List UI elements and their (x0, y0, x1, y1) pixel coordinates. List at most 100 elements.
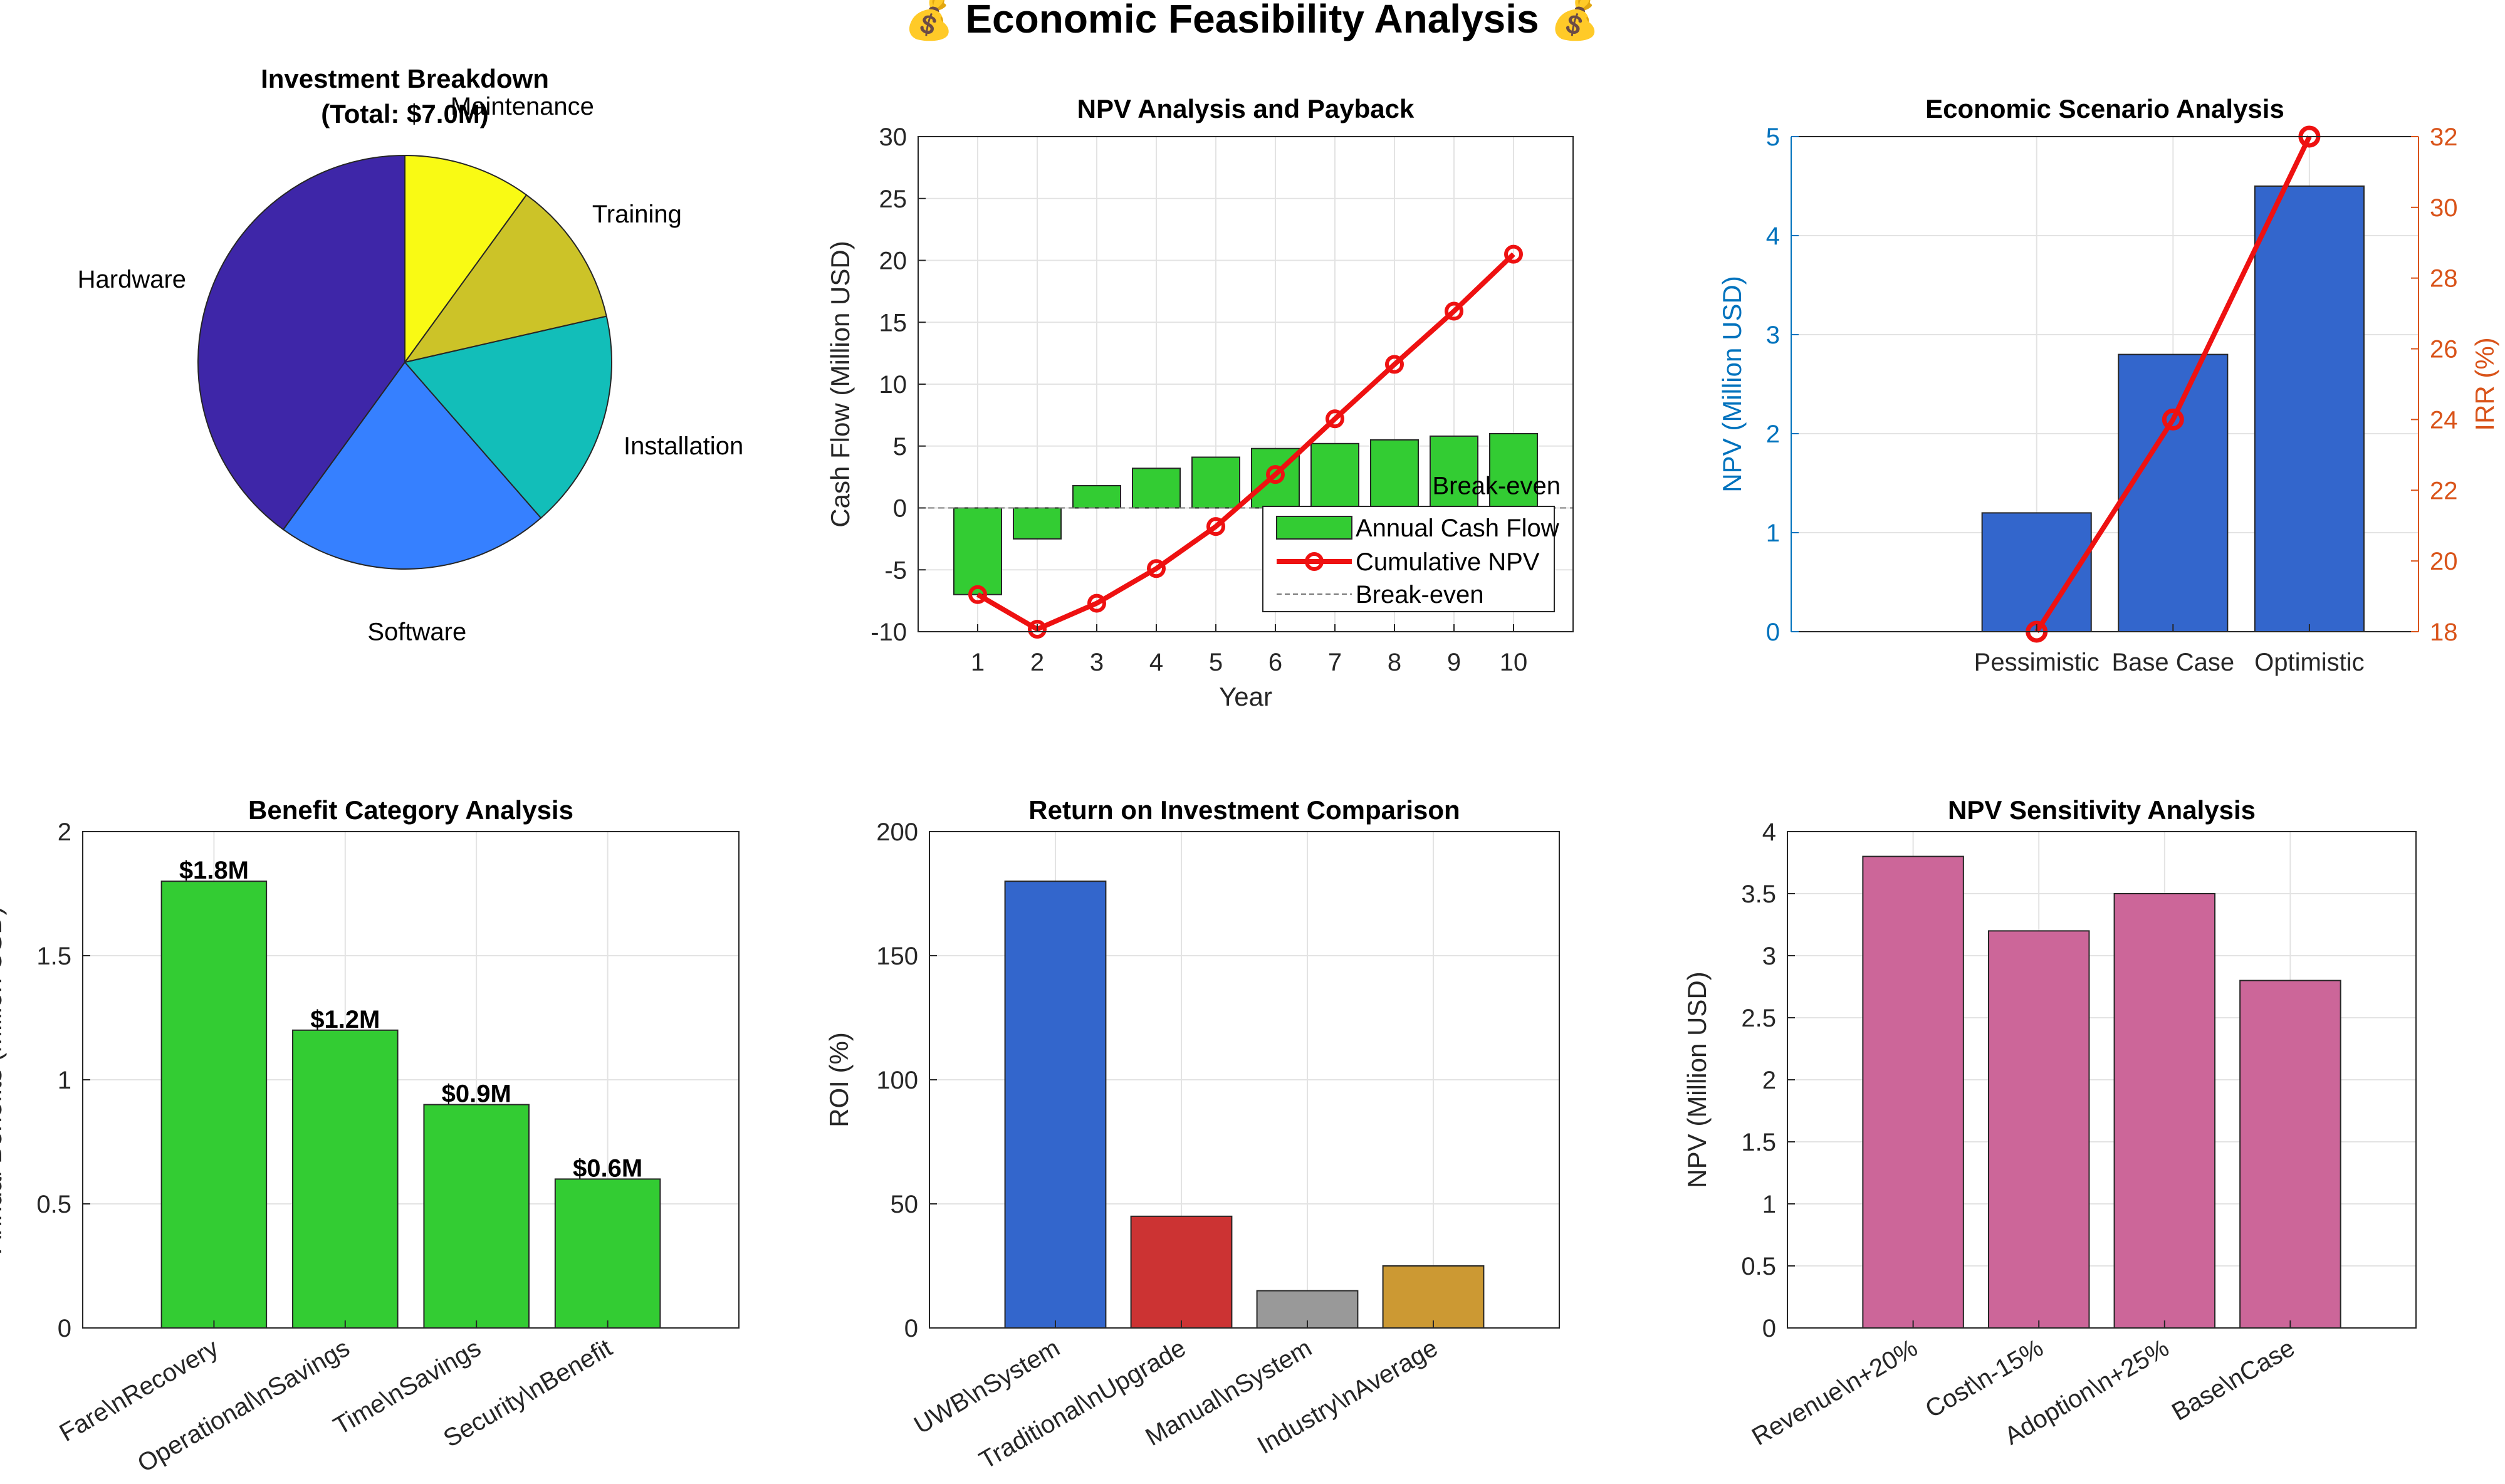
npv-xtick-label-2: 3 (1090, 649, 1104, 676)
sensitivity-ytick-label-6: 3 (1762, 943, 1776, 970)
npv-ytick-label-0: -10 (871, 619, 907, 646)
scenario-bar-1 (2118, 353, 2229, 632)
figure-title: 💰 Economic Feasibility Analysis 💰 (904, 0, 1600, 43)
scenario-chart: 0 1 2 3 4 5 18 20 22 24 26 28 30 32 Pessimistic Base Ca… (1717, 94, 2499, 676)
benefit-xtick-label-1: Operational\nSavings (133, 1334, 354, 1478)
benefit-ytick-label-0: 0 (58, 1315, 71, 1342)
npv-legend-line-marker (1305, 552, 1324, 571)
roi-ytick-label-1: 50 (891, 1191, 919, 1218)
scenario-ylabel-left: NPV (Million USD) (1717, 276, 1747, 492)
scenario-right-ytick-label-0: 18 (2430, 619, 2458, 646)
sensitivity-ytick-label-8: 4 (1762, 818, 1776, 846)
sensitivity-ytick-label-2: 1 (1762, 1191, 1776, 1218)
benefit-ytick-label-1: 0.5 (36, 1191, 71, 1218)
npv-legend-bar-label: Annual Cash Flow (1356, 515, 1559, 542)
npv-xtick-label-0: 1 (971, 649, 985, 676)
npv-bar-1 (1013, 507, 1062, 540)
npv-cumulative-point-7 (1385, 355, 1404, 374)
npv-xtick-label-6: 7 (1328, 649, 1342, 676)
pie-label-4: Maintenance (451, 93, 594, 120)
npv-title: NPV Analysis and Payback (1077, 94, 1415, 123)
scenario-right-ytick-label-3: 24 (2430, 406, 2458, 434)
sensitivity-xtick-label-0: Revenue\n+20% (1747, 1334, 1922, 1451)
npv-ytick-label-8: 30 (879, 123, 907, 151)
scenario-right-ytick-label-4: 26 (2430, 336, 2458, 363)
pie-slice-2 (404, 315, 612, 519)
pie-slice-0 (197, 154, 405, 531)
npv-bar-6 (1310, 442, 1359, 509)
roi-bar-3 (1382, 1265, 1485, 1329)
pie-slice-1 (282, 361, 542, 570)
npv-cumulative-point-1 (1028, 620, 1047, 639)
scenario-xtick-label-0: Pessimistic (1974, 649, 2100, 676)
npv-bar-4 (1191, 456, 1240, 509)
benefit-bar-0 (160, 880, 268, 1329)
benefit-data-label-2: $0.9M (442, 1080, 511, 1108)
npv-bar-9 (1489, 433, 1538, 509)
npv-ytick-label-5: 15 (879, 309, 907, 337)
scenario-right-ytick-label-1: 20 (2430, 548, 2458, 575)
roi-ylabel: ROI (%) (824, 1032, 854, 1127)
sensitivity-bar-2 (2113, 893, 2216, 1329)
scenario-left-ytick-label-5: 5 (1766, 123, 1780, 151)
npv-cumulative-point-6 (1326, 409, 1344, 429)
npv-legend-line-label: Cumulative NPV (1356, 548, 1540, 576)
sensitivity-ytick-label-5: 2.5 (1741, 1005, 1776, 1032)
scenario-irr-line (2034, 135, 2312, 634)
npv-bar-3 (1132, 468, 1181, 509)
npv-ylabel: Cash Flow (Million USD) (825, 241, 855, 527)
benefit-ytick-label-2: 1 (58, 1067, 71, 1094)
npv-chart: Break-even -10 -5 0 5 10 15 20 25 30 1 2 3 4 5 6 7 8 9 10 NP… (825, 94, 1574, 711)
scenario-left-ytick-label-4: 4 (1766, 222, 1780, 250)
npv-cumulative-line (976, 252, 1515, 632)
npv-breakeven-annotation: Break-even (1432, 473, 1561, 500)
scenario-bar-2 (2254, 186, 2365, 632)
scenario-left-ytick-label-3: 3 (1766, 321, 1780, 349)
npv-cumulative-point-2 (1087, 593, 1106, 613)
npv-ytick-label-3: 5 (893, 433, 907, 461)
pie-slice-4 (404, 154, 528, 365)
scenario-left-ytick-label-2: 2 (1766, 421, 1780, 448)
benefit-bar-2 (423, 1104, 530, 1329)
roi-xtick-label-1: Traditional\nUpgrade (975, 1334, 1190, 1475)
sensitivity-bar-0 (1862, 855, 1964, 1329)
npv-cumulative-point-9 (1504, 244, 1523, 264)
roi-title: Return on Investment Comparison (1028, 795, 1460, 825)
npv-xtick-label-1: 2 (1030, 649, 1044, 676)
npv-bar-7 (1370, 439, 1419, 509)
scenario-xtick-label-2: Optimistic (2254, 649, 2365, 676)
scenario-right-ytick-label-2: 22 (2430, 477, 2458, 504)
npv-ytick-label-6: 20 (879, 248, 907, 275)
scenario-irr-point-1 (2162, 408, 2184, 431)
npv-cumulative-point-4 (1206, 517, 1225, 536)
npv-xtick-label-7: 8 (1388, 649, 1401, 676)
sensitivity-ytick-label-0: 0 (1762, 1315, 1776, 1342)
benefit-ytick-label-4: 2 (58, 818, 71, 846)
npv-xtick-label-3: 4 (1149, 649, 1163, 676)
benefit-bar-3 (554, 1178, 661, 1329)
npv-ytick-label-1: -5 (884, 556, 907, 584)
scenario-left-ytick-label-0: 0 (1766, 619, 1780, 646)
roi-ytick-label-3: 150 (876, 943, 918, 970)
sensitivity-ytick-label-3: 1.5 (1741, 1129, 1776, 1156)
pie-label-2: Installation (624, 432, 743, 460)
npv-legend-breakeven-label: Break-even (1356, 581, 1484, 609)
npv-xlabel: Year (1219, 682, 1272, 711)
benefit-title: Benefit Category Analysis (248, 795, 573, 825)
npv-cumulative-point-8 (1445, 301, 1463, 321)
sensitivity-ytick-label-4: 2 (1762, 1067, 1776, 1094)
benefit-data-label-3: $0.6M (573, 1154, 642, 1182)
npv-bar-0 (953, 507, 1002, 595)
npv-xtick-label-4: 5 (1209, 649, 1223, 676)
npv-bar-2 (1072, 484, 1121, 509)
benefit-ylabel: Annual Benefits (Million USD) (0, 906, 7, 1253)
pie-label-0: Hardware (78, 266, 186, 293)
npv-cumulative-point-5 (1266, 465, 1285, 484)
scenario-right-ytick-label-6: 30 (2430, 194, 2458, 222)
sensitivity-bar-3 (2239, 980, 2341, 1329)
benefit-data-label-1: $1.2M (310, 1006, 380, 1033)
npv-xtick-label-5: 6 (1268, 649, 1282, 676)
scenario-title: Economic Scenario Analysis (1925, 94, 2284, 123)
sensitivity-chart: 00.511.522.533.54Revenue\n+20%Cost\n-15%… (1682, 795, 2417, 1451)
